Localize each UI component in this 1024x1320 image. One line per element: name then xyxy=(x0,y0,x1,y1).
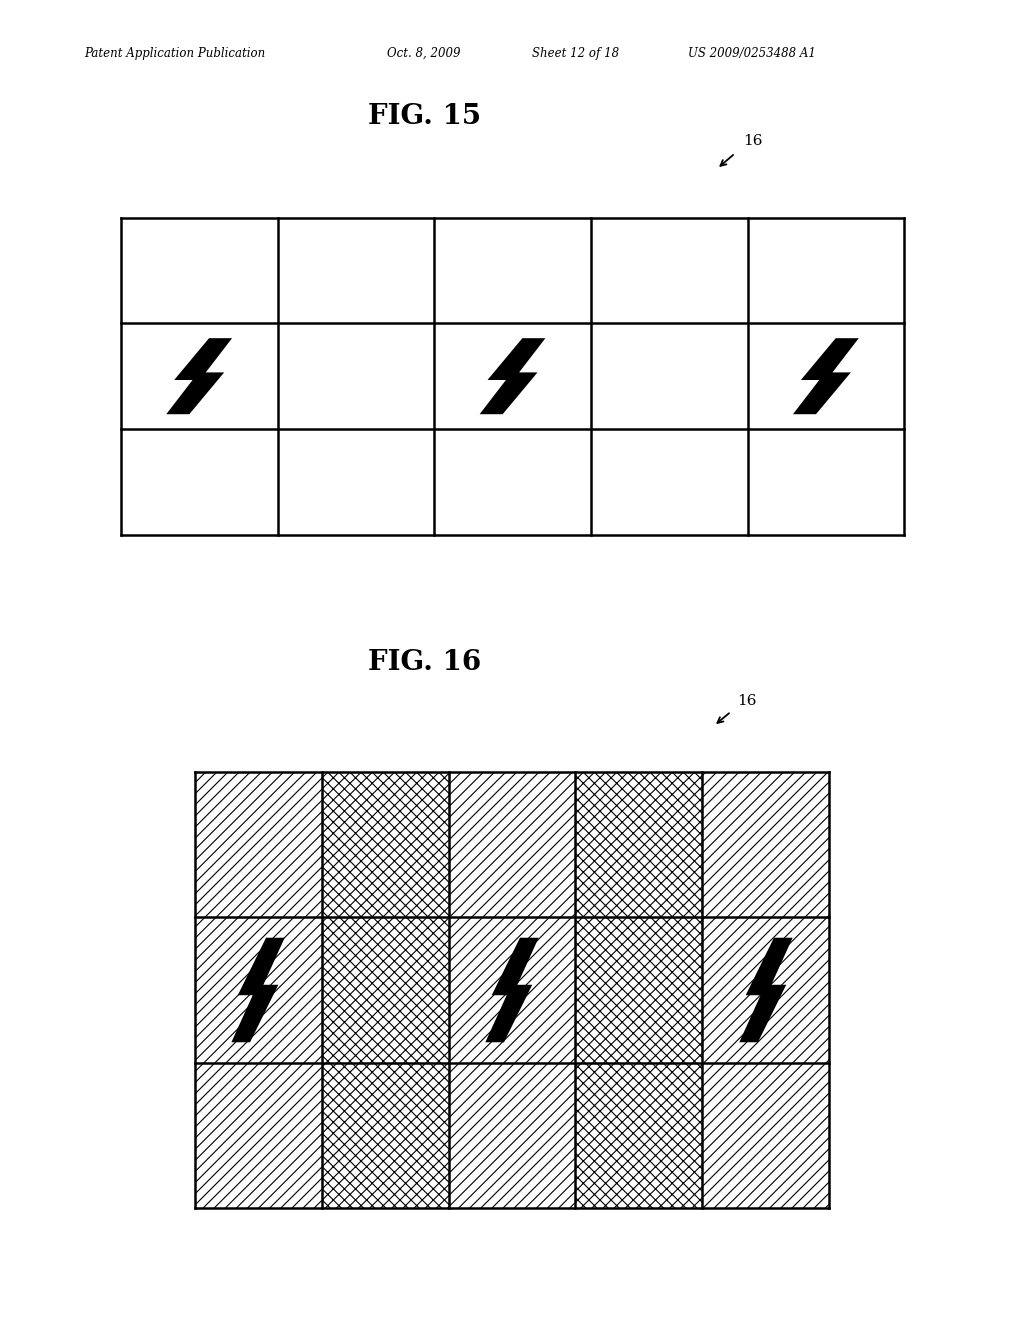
Bar xyxy=(575,1063,702,1208)
Bar xyxy=(702,1063,829,1208)
Text: FIG. 16: FIG. 16 xyxy=(369,649,481,676)
Bar xyxy=(449,772,575,917)
Polygon shape xyxy=(166,338,232,414)
Text: Sheet 12 of 18: Sheet 12 of 18 xyxy=(532,48,620,59)
Bar xyxy=(195,772,322,917)
Bar xyxy=(575,772,702,917)
Bar xyxy=(322,772,449,917)
Text: 16: 16 xyxy=(743,133,763,148)
Bar xyxy=(702,772,829,917)
Text: Oct. 8, 2009: Oct. 8, 2009 xyxy=(387,48,461,59)
Bar xyxy=(702,917,829,1063)
Text: Patent Application Publication: Patent Application Publication xyxy=(84,48,265,59)
Bar xyxy=(121,218,904,535)
Polygon shape xyxy=(479,338,546,414)
Polygon shape xyxy=(793,338,859,414)
Text: 16: 16 xyxy=(737,693,757,708)
Bar xyxy=(449,917,575,1063)
Bar xyxy=(322,1063,449,1208)
Polygon shape xyxy=(739,937,793,1043)
Polygon shape xyxy=(485,937,539,1043)
Bar xyxy=(322,917,449,1063)
Text: US 2009/0253488 A1: US 2009/0253488 A1 xyxy=(688,48,816,59)
Bar xyxy=(449,1063,575,1208)
Bar xyxy=(575,917,702,1063)
Bar xyxy=(195,917,322,1063)
Bar xyxy=(195,1063,322,1208)
Text: FIG. 15: FIG. 15 xyxy=(369,103,481,129)
Polygon shape xyxy=(231,937,285,1043)
